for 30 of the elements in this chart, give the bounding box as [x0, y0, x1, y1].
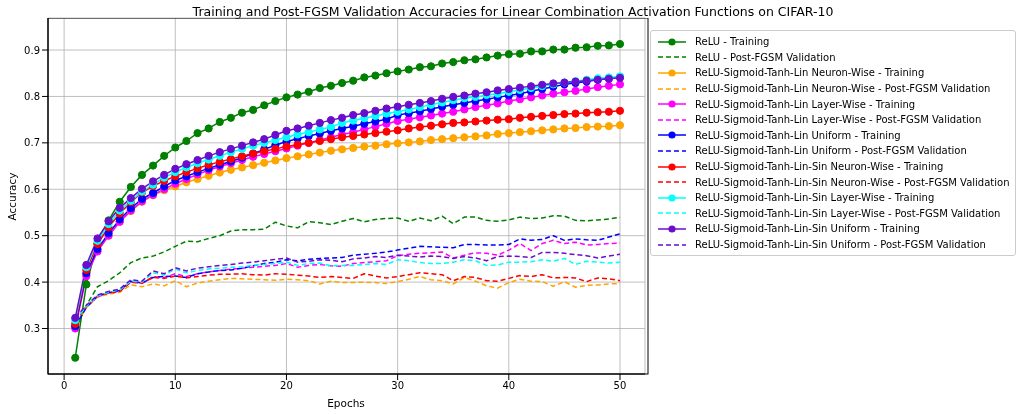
x-tick-label: 40 [502, 380, 516, 392]
y-tick-label: 0.7 [24, 137, 40, 149]
legend-label: ReLU-Sigmoid-Tanh-Lin-Sin Uniform - Training [695, 223, 920, 235]
legend-label: ReLU-Sigmoid-Tanh-Lin Uniform - Training [695, 129, 901, 141]
x-tick-label: 10 [168, 380, 182, 392]
x-axis-title: Epochs [326, 397, 366, 410]
y-axis-title: Accuracy [5, 171, 19, 223]
legend-label: ReLU-Sigmoid-Tanh-Lin-Sin Neuron-Wise - Training [695, 161, 944, 173]
legend-label: ReLU - Post-FGSM Validation [695, 51, 836, 63]
y-tick-label: 0.3 [24, 323, 40, 335]
y-tick-label: 0.8 [24, 90, 40, 102]
y-tick-label: 0.4 [24, 276, 40, 288]
y-tick-label: 0.9 [24, 44, 40, 56]
chart-title: Training and Post-FGSM Validation Accuracies for Linear Combination Activation Functions on CIFAR-10 [191, 4, 835, 19]
legend-label: ReLU-Sigmoid-Tanh-Lin Neuron-Wise - Training [695, 67, 925, 79]
x-tick-label: 30 [391, 380, 405, 392]
y-tick-label: 0.5 [24, 230, 40, 242]
x-tick-label: 20 [280, 380, 293, 392]
legend-label: ReLU-Sigmoid-Tanh-Lin Layer-Wise - Training [695, 98, 916, 110]
legend-label: ReLU-Sigmoid-Tanh-Lin-Sin Layer-Wise - Training [695, 192, 935, 204]
legend-label: ReLU-Sigmoid-Tanh-Lin Neuron-Wise - Post-FGSM Validation [695, 83, 991, 95]
y-tick-label: 0.6 [24, 183, 40, 195]
legend-label: ReLU - Training [695, 36, 770, 48]
legend-label: ReLU-Sigmoid-Tanh-Lin-Sin Neuron-Wise - Post-FGSM Validation [695, 176, 1010, 188]
x-tick-label: 50 [613, 380, 627, 392]
legend-label: ReLU-Sigmoid-Tanh-Lin-Sin Layer-Wise - Post-FGSM Validation [695, 207, 1001, 219]
x-tick-label: 0 [60, 380, 68, 392]
legend-label: ReLU-Sigmoid-Tanh-Lin Layer-Wise - Post-FGSM Validation [695, 114, 982, 126]
legend-label: ReLU-Sigmoid-Tanh-Lin-Sin Uniform - Post-FGSM Validation [695, 239, 986, 251]
legend-label: ReLU-Sigmoid-Tanh-Lin Uniform - Post-FGSM Validation [695, 145, 967, 157]
